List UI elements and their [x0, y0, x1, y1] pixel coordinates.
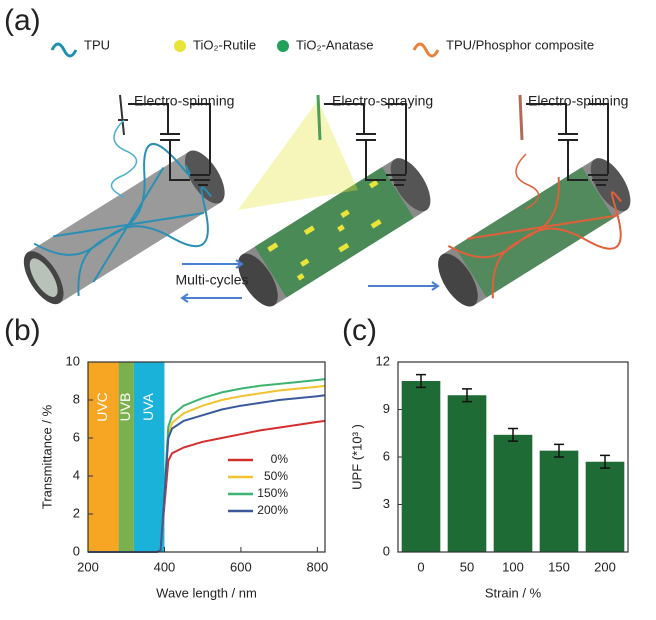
x-tick-label: 0: [417, 559, 424, 574]
stage-3: Electro-spinning: [438, 93, 631, 307]
bar: [447, 395, 487, 552]
y-tick-label: 6: [383, 448, 390, 463]
error-bar: [416, 373, 426, 389]
x-tick-label: 600: [230, 559, 252, 574]
y-tick-label: 12: [376, 353, 390, 368]
uv-band: [118, 362, 134, 552]
legend-label: 200%: [257, 503, 288, 517]
panel-label: (a): [4, 4, 41, 37]
legend-label: TiO₂-Rutile: [193, 37, 256, 52]
y-tick-label: 4: [73, 467, 80, 482]
arrow: [368, 281, 440, 291]
arrow: [180, 293, 242, 303]
x-tick-label: 200: [77, 559, 99, 574]
x-tick-label: 800: [307, 559, 329, 574]
bar: [585, 461, 625, 552]
legend-icon: [412, 42, 440, 58]
error-bar: [600, 454, 610, 469]
band-label: UVC: [94, 392, 110, 422]
x-tick-label: 200: [594, 559, 616, 574]
x-tick-label: 400: [154, 559, 176, 574]
uv-band: [88, 362, 119, 552]
plot-frame: [397, 361, 629, 553]
uv-band: [133, 362, 165, 552]
stage-2: Electro-spraying: [238, 93, 433, 307]
x-tick-label: 50: [460, 559, 474, 574]
error-bar: [508, 427, 518, 442]
y-tick-label: 10: [66, 353, 80, 368]
x-axis-title: Wave length / nm: [156, 585, 257, 600]
stage-1: Electro-spinning: [23, 93, 234, 305]
y-tick-label: 3: [383, 496, 390, 511]
legend-label: 0%: [271, 452, 289, 466]
y-tick-label: 2: [73, 505, 80, 520]
panel-label: (b): [4, 314, 41, 347]
band-label: UVA: [140, 392, 156, 420]
arrow: [182, 259, 244, 269]
panel-label: (c): [342, 314, 377, 347]
series-line: [88, 394, 326, 553]
legend-label: TPU: [84, 37, 110, 52]
y-axis-title: Transmittance / %: [39, 404, 54, 509]
bar: [401, 381, 441, 552]
bar: [493, 434, 533, 552]
step-label: Electro-spinning: [528, 93, 628, 109]
y-tick-label: 0: [383, 543, 390, 558]
step-label: Electro-spinning: [134, 93, 234, 109]
y-tick-label: 8: [73, 391, 80, 406]
x-tick-label: 150: [548, 559, 570, 574]
x-tick-label: 100: [502, 559, 524, 574]
bar: [539, 450, 579, 552]
y-tick-label: 6: [73, 429, 80, 444]
legend-label: 150%: [257, 486, 288, 500]
plot-frame: [87, 361, 326, 553]
legend-label: TPU/Phosphor composite: [446, 37, 594, 52]
legend-icon: [277, 40, 289, 52]
band-label: UVB: [117, 393, 133, 422]
cycle-label: Multi-cycles: [175, 272, 248, 288]
y-tick-label: 0: [73, 543, 80, 558]
legend-icon: [50, 42, 78, 58]
y-tick-label: 9: [383, 401, 390, 416]
y-axis-title: UPF (*10³ ): [349, 424, 364, 490]
legend-label: TiO₂-Anatase: [296, 37, 374, 52]
error-bar: [462, 388, 472, 403]
x-axis-title: Strain / %: [485, 585, 542, 600]
legend-label: 50%: [264, 469, 288, 483]
legend-icon: [174, 40, 186, 52]
step-label: Electro-spraying: [332, 93, 433, 109]
error-bar: [554, 443, 564, 458]
